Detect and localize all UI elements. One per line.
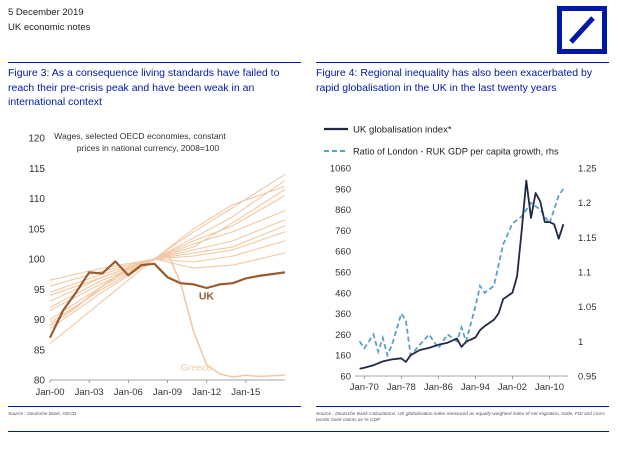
oecd-series-line — [49, 225, 286, 296]
y-tick-label: 80 — [34, 376, 46, 387]
x-tick-label: Jan-15 — [231, 387, 260, 398]
y-left-tick-label: 760 — [335, 226, 351, 237]
chart-title-line2: prices in national currency, 2008=100 — [77, 143, 220, 153]
y-right-tick-label: 1.1 — [578, 268, 591, 279]
chart-title-line1: Wages, selected OECD economies, constant — [54, 131, 226, 141]
y-left-tick-label: 660 — [335, 247, 351, 258]
y-tick-label: 90 — [34, 315, 46, 326]
y-tick-label: 100 — [28, 255, 45, 266]
y-left-tick-label: 260 — [335, 330, 351, 341]
x-tick-label: Jan-03 — [75, 387, 104, 398]
y-left-tick-label: 60 — [340, 372, 351, 383]
y-tick-label: 120 — [28, 134, 45, 145]
x-tick-label: Jan-10 — [535, 382, 564, 393]
y-tick-label: 110 — [29, 194, 45, 205]
x-tick-label: Jan-86 — [424, 382, 453, 393]
logo-slash-icon — [569, 16, 595, 44]
figure3-title: Figure 3: As a consequence living standa… — [8, 67, 280, 108]
oecd-series-line — [49, 219, 286, 302]
greece-series-line — [49, 252, 286, 378]
x-tick-label: Jan-12 — [192, 387, 221, 398]
y-tick-label: 95 — [34, 285, 46, 296]
y-right-tick-label: 0.95 — [578, 372, 597, 383]
figure3-top-rule — [8, 62, 301, 63]
x-tick-label: Jan-94 — [461, 382, 490, 393]
wages-chart: UK Greece 80 85 90 95 100 105 110 115 120 Jan-00 Ja… — [28, 131, 286, 398]
x-tick-label: Jan-00 — [35, 387, 64, 398]
y-right-tick-label: 1.25 — [578, 164, 597, 175]
figure3-source: Source : Deutsche Bank, OECD — [8, 412, 77, 417]
y-left-tick-label: 860 — [335, 205, 351, 216]
figure4-bottom-rule — [316, 406, 609, 407]
oecd-series-line — [49, 195, 286, 320]
greece-series-label: Greece — [181, 362, 212, 373]
oecd-series-line — [49, 185, 286, 323]
y-left-tick-label: 560 — [335, 268, 351, 279]
report-subtitle: UK economic notes — [8, 22, 91, 33]
report-date: 5 December 2019 — [8, 7, 84, 18]
y-tick-label: 115 — [29, 164, 45, 175]
oecd-series-line — [49, 210, 286, 311]
y-tick-label: 105 — [28, 224, 45, 235]
globalisation-series-line — [359, 179, 565, 370]
figure3-bottom-rule — [8, 406, 301, 407]
globalisation-chart: UK globalisation index* Ratio of London -… — [324, 125, 597, 393]
oecd-series-line — [49, 231, 286, 293]
y-left-tick-label: 360 — [335, 309, 351, 320]
y-left-tick-label: 1060 — [330, 164, 351, 175]
x-tick-label: Jan-78 — [387, 382, 416, 393]
figure4-source: Source : Deutsche Bank Calculations. UK … — [316, 412, 605, 423]
oecd-series-line — [49, 252, 286, 281]
deutsche-bank-logo — [557, 6, 607, 54]
oecd-series-line — [49, 179, 286, 345]
figure4-top-rule — [316, 62, 609, 63]
x-tick-label: Jan-70 — [350, 382, 379, 393]
y-right-tick-label: 1.2 — [578, 198, 591, 209]
uk-series-label: UK — [199, 291, 215, 303]
figure4-title: Figure 4: Regional inequality has also b… — [316, 67, 593, 94]
y-left-tick-label: 460 — [335, 288, 351, 299]
y-right-tick-label: 1.05 — [578, 302, 597, 313]
x-tick-label: Jan-02 — [498, 382, 527, 393]
y-left-tick-label: 960 — [335, 184, 351, 195]
y-left-tick-label: 160 — [335, 351, 351, 362]
y-tick-label: 85 — [34, 345, 46, 356]
x-tick-label: Jan-06 — [114, 387, 143, 398]
legend-label-ratio: Ratio of London - RUK GDP per capita gro… — [353, 147, 559, 157]
oecd-series-line — [49, 188, 286, 308]
legend-label-globalisation: UK globalisation index* — [353, 125, 452, 136]
uk-series-line — [49, 260, 286, 339]
y-right-tick-label: 1 — [578, 337, 583, 348]
x-tick-label: Jan-09 — [153, 387, 182, 398]
ratio-series-line — [358, 188, 565, 358]
page-bottom-rule — [8, 431, 609, 432]
y-right-tick-label: 1.15 — [578, 233, 597, 244]
